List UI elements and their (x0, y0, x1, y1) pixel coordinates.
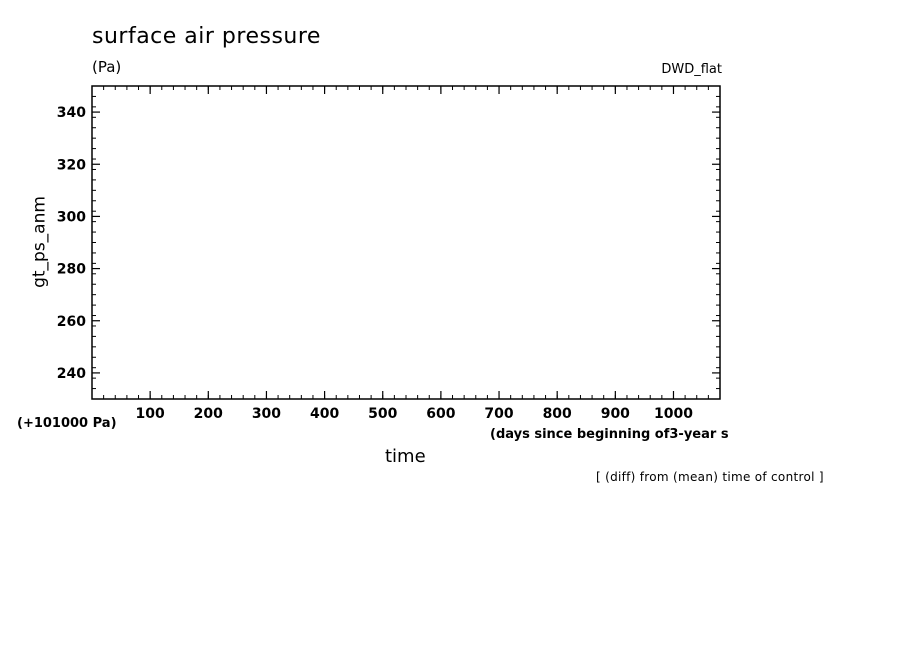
x-tick-label: 300 (252, 406, 281, 422)
y-tick-label: 260 (57, 314, 86, 330)
plot-frame (91, 85, 721, 400)
y-tick-label: 300 (57, 209, 86, 225)
x-tick-label: 1000 (654, 406, 693, 422)
unit-label: (Pa) (92, 58, 122, 76)
footnote: [ (diff) from (mean) time of control ] (596, 470, 824, 484)
x-tick-label: 100 (136, 406, 165, 422)
y-offset-label: (+101000 Pa) (17, 416, 117, 431)
x-tick-label: 500 (368, 406, 397, 422)
x-tick-label: 700 (484, 406, 513, 422)
chart-title: surface air pressure (92, 24, 321, 49)
y-tick-label: 320 (57, 157, 86, 173)
y-tick-label: 240 (57, 366, 86, 382)
y-tick-label: 340 (57, 105, 86, 121)
x-tick-label: 600 (426, 406, 455, 422)
x-tick-label: 200 (194, 406, 223, 422)
x-tick-label: 800 (543, 406, 572, 422)
x-unit-label: (days since beginning of3-year s (490, 427, 729, 442)
x-axis-label: time (385, 446, 426, 467)
x-tick-label: 900 (601, 406, 630, 422)
model-label: DWD_flat (661, 62, 722, 77)
x-tick-label: 400 (310, 406, 339, 422)
y-tick-label: 280 (57, 262, 86, 278)
